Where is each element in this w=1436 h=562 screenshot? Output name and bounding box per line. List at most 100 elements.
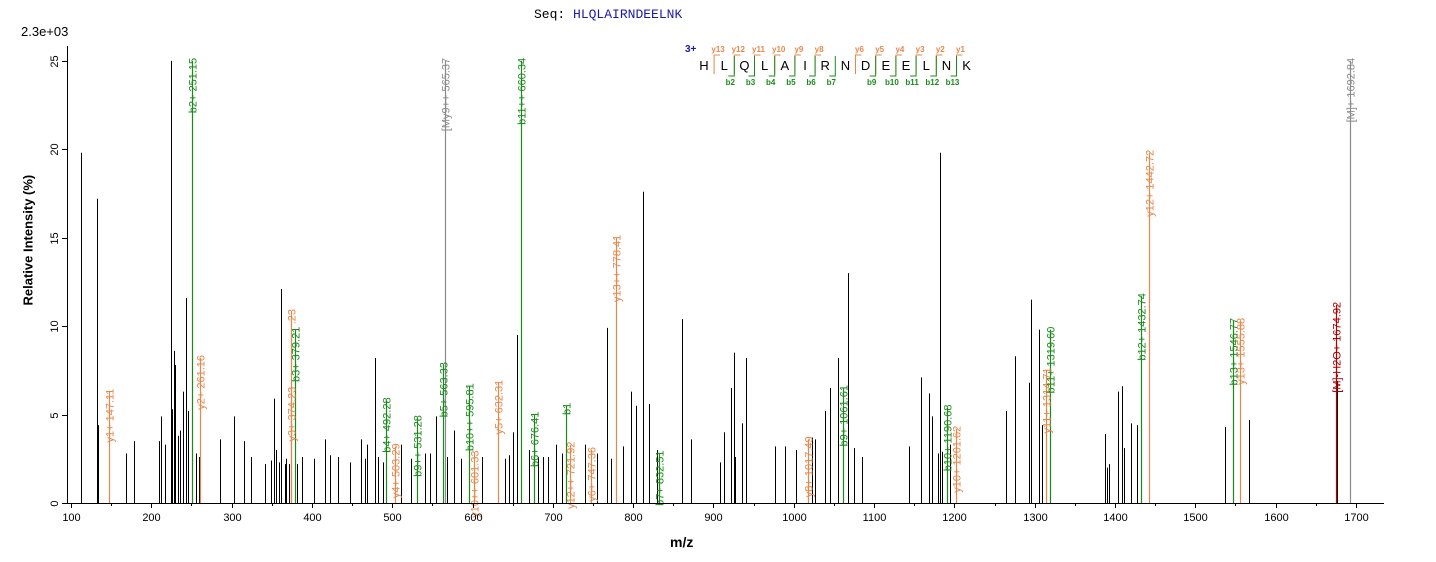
peak-label: .23 [287, 309, 299, 324]
peak-label: y11+ 1314.71 [1042, 367, 1054, 433]
b-ion-bracket [829, 56, 836, 77]
x-tick-label: 1500 [1183, 512, 1207, 524]
residue-letter: A [780, 58, 789, 73]
b-ion-index: b11 [905, 78, 919, 87]
residue-letter: E [881, 58, 890, 73]
sequence-value: HLQLAIRNDEELNK [573, 7, 683, 22]
peak-label: y2+ 261.16 [196, 355, 208, 410]
charge-label: 3+ [685, 44, 697, 55]
peak-label: b2+ 251.15 [188, 58, 200, 113]
b-ion-index: b5 [786, 78, 796, 87]
b-ion-index: b2 [726, 78, 736, 87]
b-ion-index: b6 [806, 78, 816, 87]
y-ion-index: y9 [794, 45, 803, 54]
peak-label: y13++ 778.41 [612, 235, 624, 302]
x-axis-title: m/z [670, 534, 694, 550]
y-tick-label: 10 [49, 320, 61, 332]
x-tick-label: 300 [223, 512, 241, 524]
y-ion-index: y11 [752, 45, 765, 54]
b-ion-bracket [889, 56, 897, 77]
x-tick-label: 400 [303, 512, 321, 524]
y-tick-label: 5 [49, 412, 61, 418]
residue-letter: K [962, 58, 971, 73]
x-tick-label: 600 [464, 512, 482, 524]
b-ion-bracket [950, 56, 957, 77]
residue-letter: L [761, 58, 768, 73]
b-ion-bracket [728, 56, 735, 77]
peaks-layer [81, 60, 1352, 503]
x-tick-label: 1400 [1103, 512, 1127, 524]
b-ion-index: b7 [827, 78, 837, 87]
b-ion-bracket [910, 56, 917, 77]
residue-letter: N [841, 58, 850, 73]
x-tick-label: 500 [383, 512, 401, 524]
y-ion-bracket [794, 54, 801, 74]
y-ion-index: y1 [956, 45, 965, 54]
x-tick-label: 1200 [942, 512, 966, 524]
peak-label: [M]+ 1692.84 [1346, 58, 1358, 123]
y-axis-title: Relative Intensity (%) [20, 174, 36, 306]
peak-label: b3+ 379.21 [291, 327, 303, 382]
b-ion-bracket [869, 56, 877, 77]
y-tick-label: 20 [49, 143, 61, 155]
y-ion-bracket [855, 54, 862, 74]
peak-label: b4+ 492.28 [382, 397, 394, 452]
peak-label: b7+ 832.51 [655, 450, 667, 505]
b-ion-index: b12 [925, 78, 939, 87]
y-ion-index: y8 [815, 45, 824, 54]
peak-label: y8+ 1017.49 [804, 436, 816, 497]
x-tick-label: 900 [704, 512, 722, 524]
x-tick-label: 1100 [863, 512, 887, 524]
peak-label: y4+ 503.29 [391, 443, 403, 498]
y-ion-index: y10 [772, 45, 786, 54]
b-ion-bracket [748, 56, 755, 77]
y-tick-label: 0 [49, 500, 61, 506]
peak-label: b10++ 595.81 [465, 383, 477, 451]
sequence-label: Seq: [534, 7, 566, 22]
axes-layer: 100 200 300 400 500 600 700 800 900 1000 1100 1200 1… [49, 46, 1384, 524]
peak-label: b5+ 563.33 [439, 362, 451, 417]
residue-letter: I [803, 58, 807, 73]
sequence-header: Seq: HLQLAIRNDEELNK [534, 7, 682, 22]
peak-label: y13+ 1555.88 [1236, 318, 1248, 385]
residue-letter: L [721, 58, 728, 73]
residue-letter: R [821, 58, 830, 73]
y-ion-bracket [713, 54, 721, 74]
b-ion-bracket [768, 56, 776, 77]
x-tick-label: 100 [62, 512, 80, 524]
y-ion-index: y5 [875, 45, 884, 54]
b-ion-index: b13 [946, 78, 960, 87]
b-ion-index: b10 [885, 78, 899, 87]
residue-letter: N [942, 58, 951, 73]
y-ion-index: y13 [711, 45, 725, 54]
peak-label: y3+ 374.23 [287, 387, 299, 442]
residue-letter: Q [739, 58, 749, 73]
x-tick-label: 1300 [1023, 512, 1047, 524]
peak-label: b1 [562, 403, 574, 415]
residue-letter: E [902, 58, 911, 73]
b-ion-bracket [930, 56, 937, 77]
x-tick-label: 200 [142, 512, 160, 524]
y-ion-index: y12 [732, 45, 746, 54]
peak-label: b6+ 676.41 [530, 412, 542, 467]
peak-label: b13+ 1546.77 [1229, 318, 1241, 386]
y-tick-label: 25 [49, 55, 61, 67]
peak-label: y6+ 747.36 [587, 447, 599, 502]
residue-letter: H [699, 58, 708, 73]
peak-label: b9+ 1061.61 [839, 385, 851, 446]
peak-label: b11++ 660.34 [517, 58, 529, 125]
peak-label: b12+ 1432.74 [1137, 293, 1149, 361]
peak-label: b10+ 1190.68 [943, 404, 955, 471]
y-ion-index: y6 [855, 45, 864, 54]
peak-label: y12++ 721.92 [566, 442, 578, 509]
peak-label: y10++ 601.33 [470, 450, 482, 517]
y-ion-bracket [754, 54, 761, 74]
peak-label: y5+ 632.31 [494, 380, 506, 435]
peak-label: b11+ 1319.60 [1046, 327, 1058, 394]
x-tick-label: 700 [544, 512, 562, 524]
y-ion-bracket [915, 54, 923, 74]
y-ion-index: y4 [895, 45, 904, 54]
b-ion-index: b3 [746, 78, 756, 87]
peak-label: y12+ 1442.72 [1145, 150, 1157, 217]
